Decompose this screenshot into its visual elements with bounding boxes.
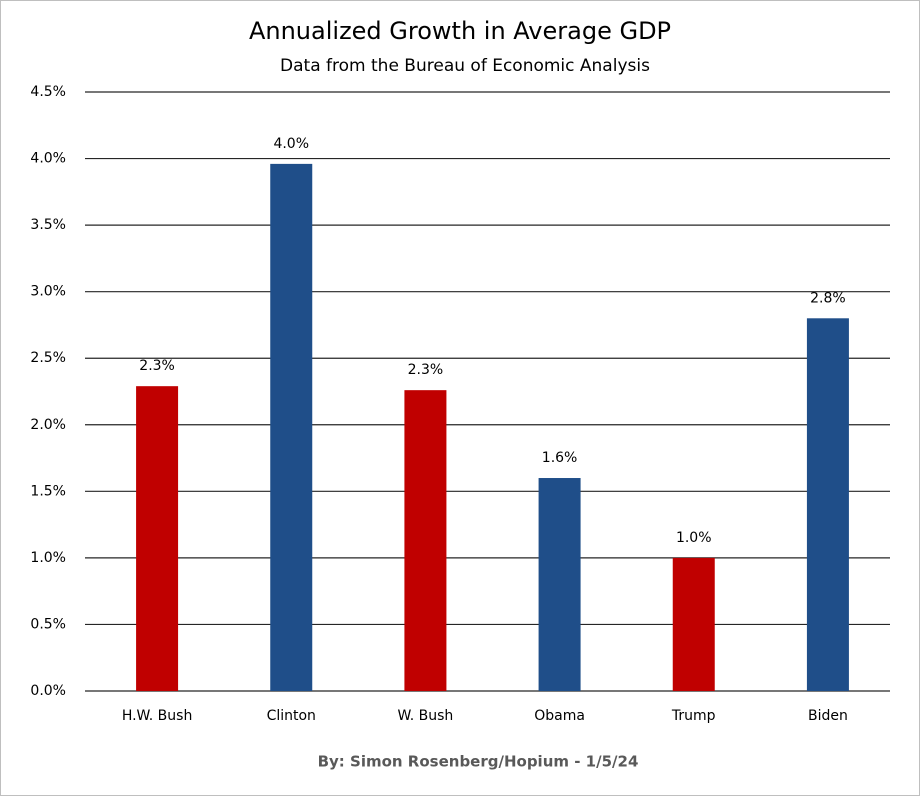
y-tick-label: 2.0% <box>30 417 66 433</box>
y-tick-label: 3.0% <box>30 284 66 300</box>
y-tick-label: 4.5% <box>30 84 66 100</box>
y-tick-label: 0.0% <box>30 683 66 699</box>
chart-title: Annualized Growth in Average GDP <box>249 17 671 45</box>
x-tick-label: Clinton <box>267 708 316 724</box>
y-tick-label: 1.5% <box>30 483 66 499</box>
chart-footer: By: Simon Rosenberg/Hopium - 1/5/24 <box>318 753 639 771</box>
data-label: 1.6% <box>542 450 578 466</box>
data-label: 1.0% <box>676 530 712 546</box>
bar <box>270 163 313 691</box>
y-tick-label: 2.5% <box>30 350 66 366</box>
x-tick-label: H.W. Bush <box>122 708 193 724</box>
chart-subtitle: Data from the Bureau of Economic Analysi… <box>280 56 650 76</box>
data-label: 2.3% <box>408 362 444 378</box>
x-tick-label: Trump <box>671 708 716 724</box>
x-tick-label: Biden <box>808 708 848 724</box>
data-label: 4.0% <box>273 136 309 152</box>
y-tick-label: 4.0% <box>30 151 66 167</box>
data-label: 2.8% <box>810 290 846 306</box>
bar <box>136 386 179 691</box>
x-tick-label: Obama <box>534 708 585 724</box>
y-tick-label: 3.5% <box>30 217 66 233</box>
y-tick-label: 0.5% <box>30 616 66 632</box>
x-tick-label: W. Bush <box>398 708 454 724</box>
bar <box>404 390 447 691</box>
bar <box>672 557 715 691</box>
bar <box>538 478 581 691</box>
bar <box>806 318 849 691</box>
data-label: 2.3% <box>139 358 175 374</box>
y-tick-label: 1.0% <box>30 550 66 566</box>
